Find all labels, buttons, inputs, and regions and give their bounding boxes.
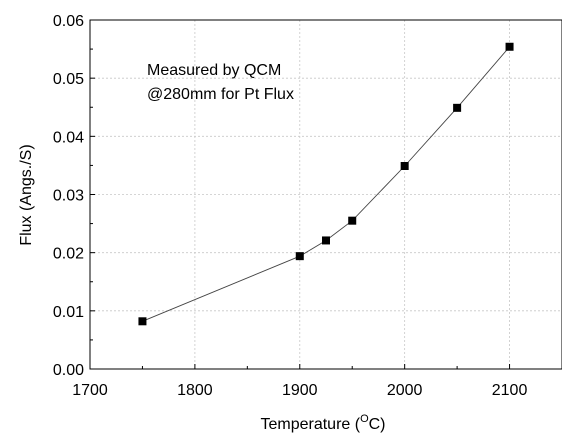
x-tick-label: 1900 (282, 382, 318, 399)
data-point-marker (295, 252, 304, 261)
x-axis-title-text: Temperature ( (260, 416, 360, 433)
x-tick-label: 1800 (177, 382, 213, 399)
x-axis-title-unit: C) (369, 416, 386, 433)
y-tick-label: 0.00 (53, 362, 84, 379)
annotation-line-1: Measured by QCM (147, 62, 281, 79)
y-tick-label: 0.05 (53, 71, 84, 88)
data-point-marker (453, 103, 462, 112)
axis-ticks (89, 19, 511, 370)
y-axis-title: Flux (Angs./S) (18, 144, 35, 245)
data-point-marker (138, 317, 147, 326)
y-tick-label: 0.06 (53, 13, 84, 30)
data-point-marker (505, 42, 514, 51)
x-tick-label: 2100 (492, 382, 528, 399)
grid-lines (90, 20, 562, 369)
data-point-marker (322, 236, 330, 245)
y-tick-labels: 0.00 0.01 0.02 0.03 0.04 0.05 0.06 (53, 13, 84, 379)
x-tick-label: 2000 (387, 382, 423, 399)
x-axis-title-superscript: O (360, 413, 369, 425)
data-point-marker (348, 216, 357, 225)
y-tick-label: 0.01 (53, 304, 84, 321)
annotation-line-2: @280mm for Pt Flux (147, 86, 294, 103)
data-point-marker (400, 161, 409, 170)
x-tick-label: 1700 (72, 382, 108, 399)
y-tick-label: 0.03 (53, 188, 84, 205)
x-tick-labels: 1700 1800 1900 2000 2100 (72, 382, 527, 399)
x-axis-title: Temperature (OC) (260, 413, 385, 433)
y-tick-label: 0.02 (53, 246, 84, 263)
y-tick-label: 0.04 (53, 129, 84, 146)
series (138, 42, 514, 326)
